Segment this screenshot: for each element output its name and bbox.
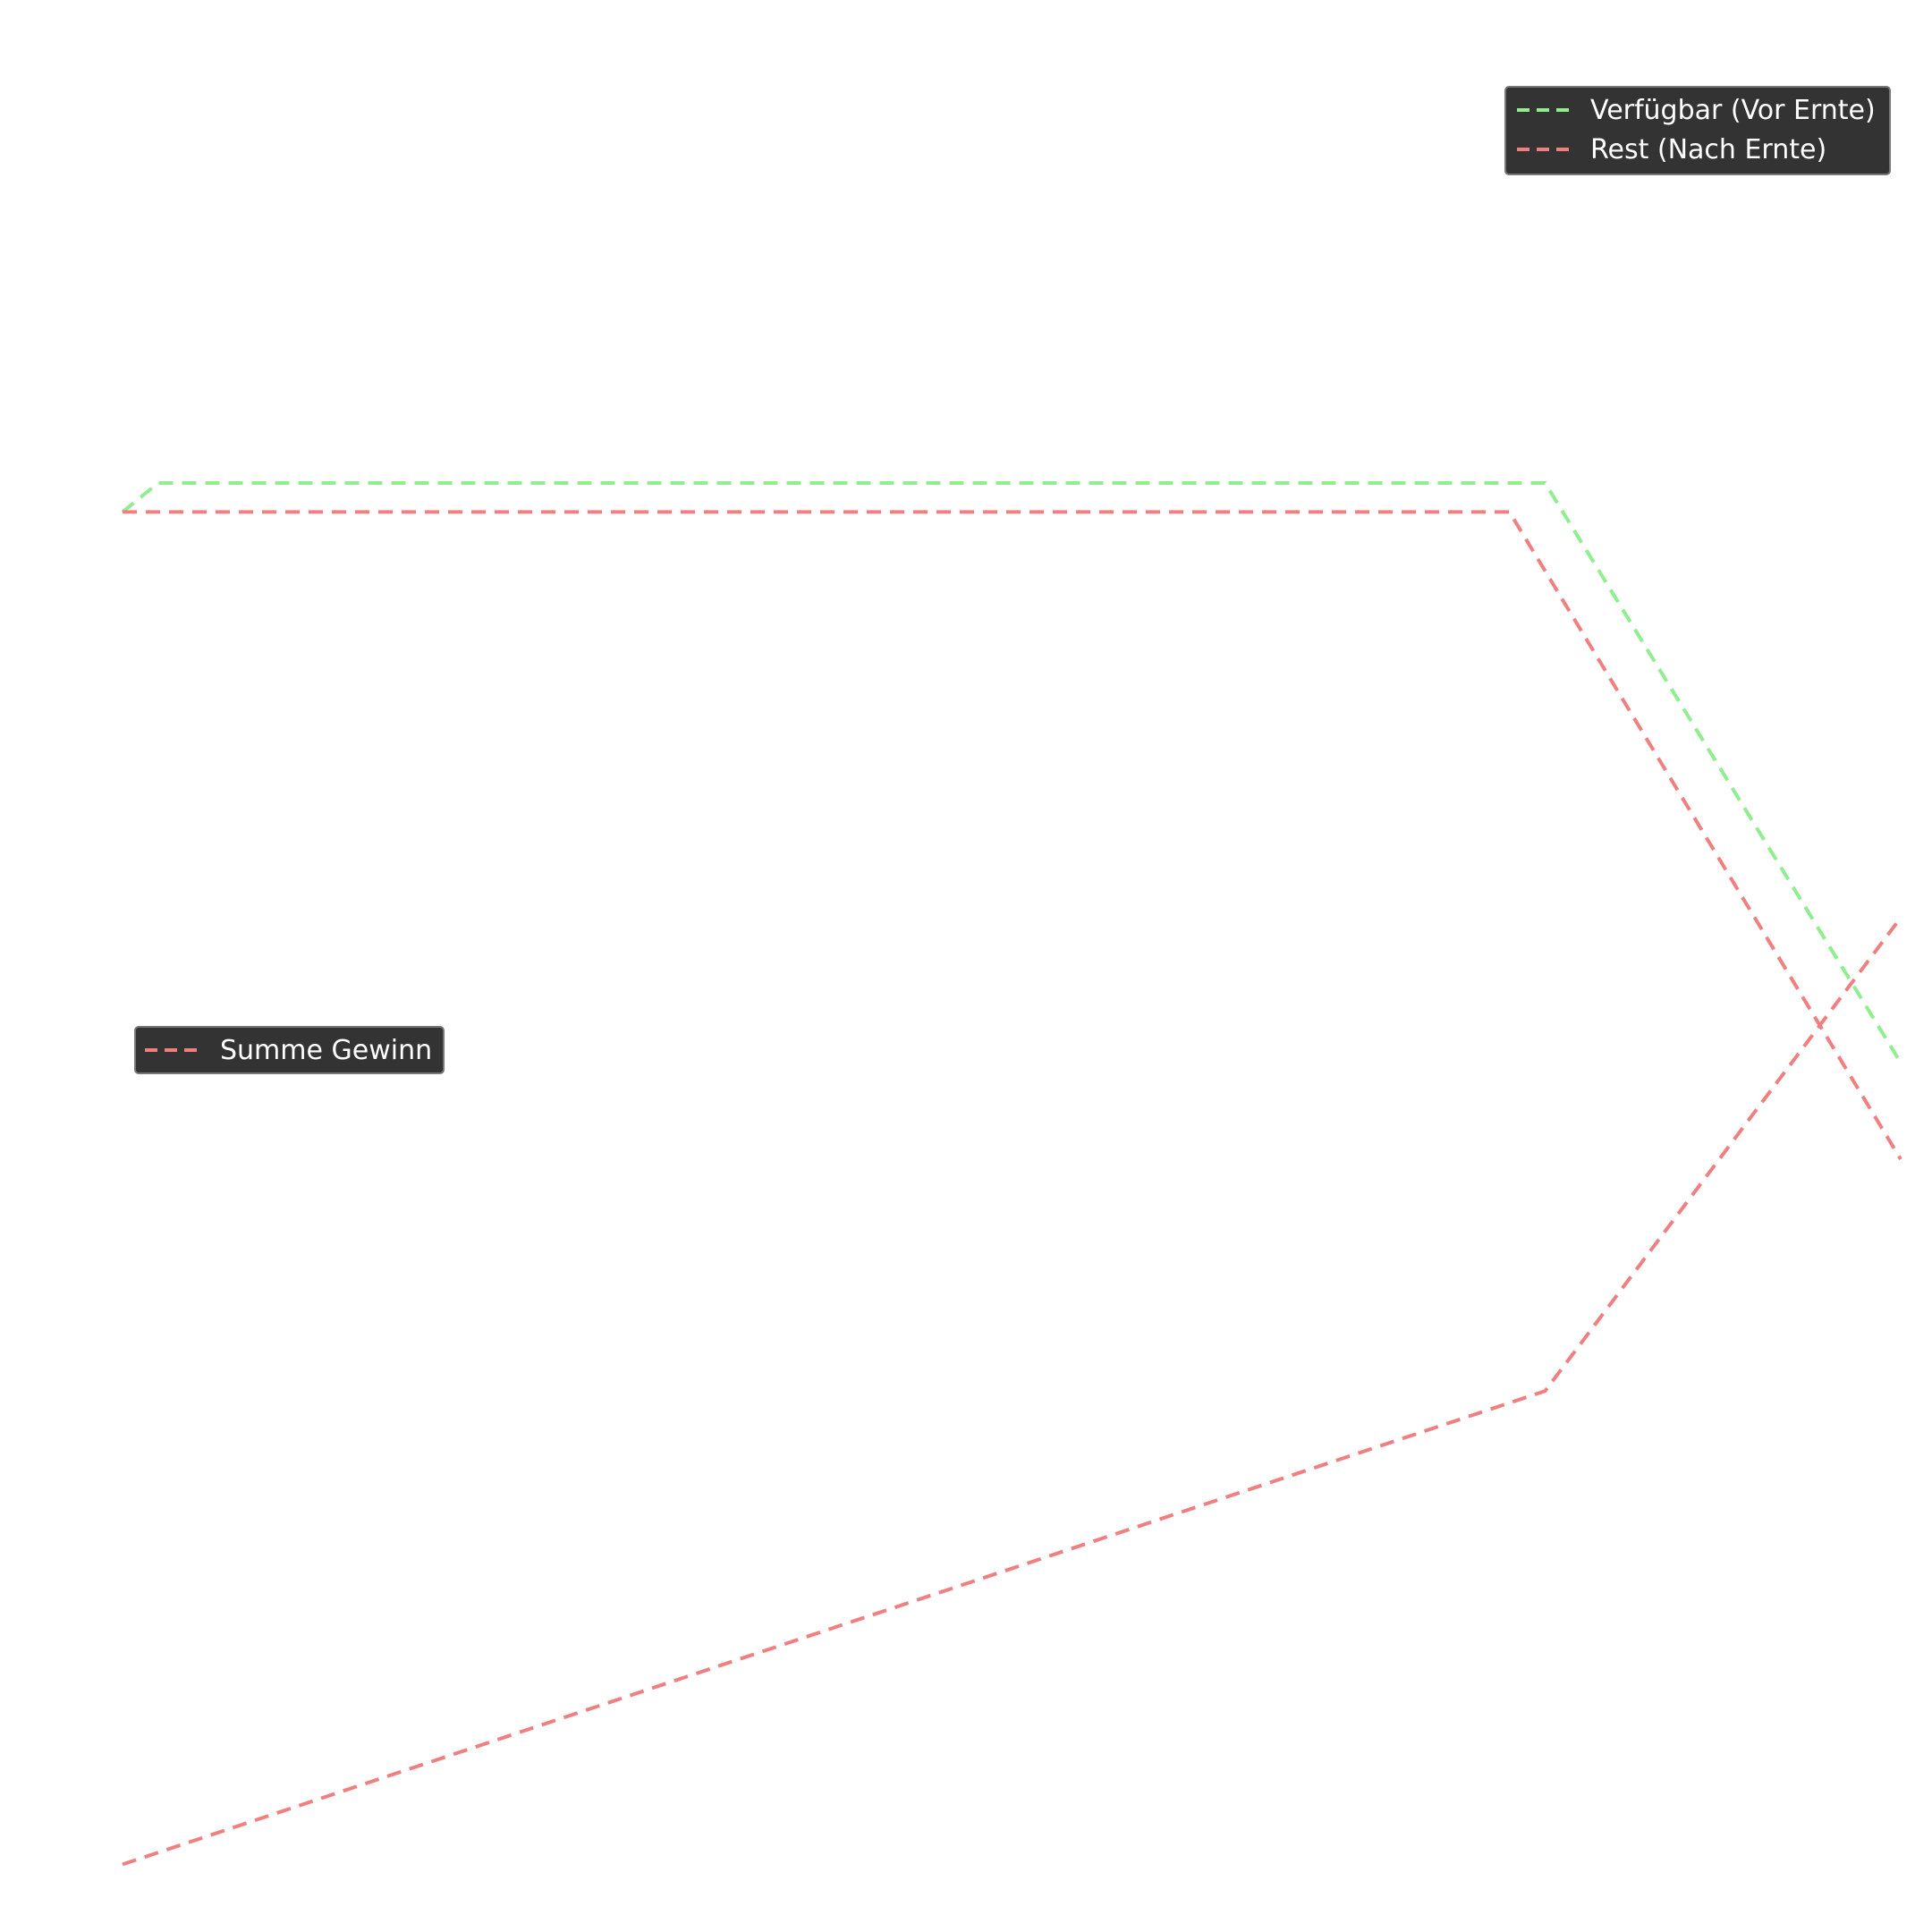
legend-box	[1504, 86, 1891, 175]
legend-label-verfuegbar: Verfügbar (Vor Ernte)	[1590, 95, 1876, 126]
legend-box	[134, 1026, 445, 1074]
legend-label-summe-gewinn: Summe Gewinn	[220, 1035, 432, 1066]
legend-left: Summe Gewinn	[134, 1026, 445, 1074]
legend-top: Verfügbar (Vor Ernte) Rest (Nach Ernte)	[1504, 86, 1891, 175]
plot-area	[121, 481, 1902, 1867]
series-line-rest	[123, 510, 1902, 1161]
legend-label-rest: Rest (Nach Ernte)	[1590, 134, 1826, 165]
series-line-summe-gewinn	[122, 916, 1902, 1867]
series-line-verfuegbar	[121, 481, 1902, 1064]
